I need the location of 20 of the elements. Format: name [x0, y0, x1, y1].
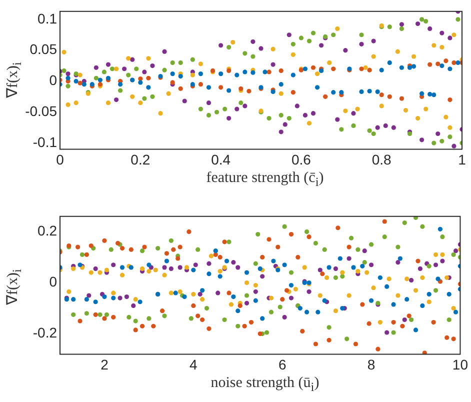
x-tick-label: 1 [458, 151, 466, 168]
x-tick-label: 6 [278, 356, 286, 372]
x-tick-label: 10 [452, 356, 468, 372]
y-tick-label: -0.05 [25, 102, 58, 119]
y-tick-label: 0.2 [38, 222, 58, 239]
x-tick-label: 4 [190, 356, 198, 372]
y-tick-label: -0.1 [32, 134, 58, 150]
y-tick-label: 0 [49, 72, 58, 88]
x-tick-label: 0.8 [372, 151, 392, 168]
x-tick-label: 0.2 [130, 151, 150, 168]
x-tick-label: 0.4 [211, 151, 231, 168]
x-axis-title: feature strength (c̄$_{i}$) [205, 170, 325, 190]
x-axis-title: noise strength (ū$_{i}$) [210, 375, 320, 395]
x-tick-label: 2 [100, 356, 109, 372]
x-tick-label: 0.6 [291, 151, 312, 168]
y-tick-label: 0 [49, 274, 58, 290]
x-tick-label: 8 [367, 356, 376, 372]
y-tick-label: -0.2 [32, 324, 58, 341]
y-tick-label: 0.05 [30, 41, 58, 58]
y-tick-label: 0.1 [38, 10, 58, 26]
